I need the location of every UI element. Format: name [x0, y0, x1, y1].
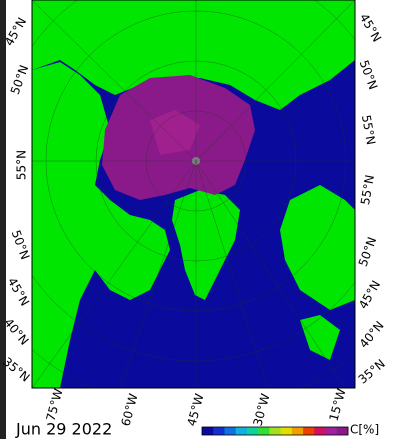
map-border — [31, 0, 356, 389]
land-north-america — [32, 62, 170, 388]
lon-label: 75°W — [43, 387, 65, 423]
land-eurasia — [32, 0, 355, 110]
land-greenland — [172, 190, 240, 300]
colorbar-segment — [280, 427, 293, 435]
colorbar-segment — [269, 427, 281, 435]
lon-label: 60°W — [118, 392, 140, 428]
lat-label: 50°N — [356, 235, 380, 268]
lat-label: 50°N — [9, 228, 33, 261]
date: Jun 29 2022 — [15, 420, 112, 439]
lat-label: 35°N — [356, 357, 388, 387]
colorbar-segment — [246, 427, 259, 435]
lat-label: 40°N — [357, 319, 387, 351]
colorbar-segment — [325, 427, 338, 435]
lat-label: 50°N — [357, 58, 381, 91]
colorbar-segment — [235, 427, 248, 435]
colorbar-segment — [258, 427, 270, 435]
colorbar-segment — [224, 427, 236, 435]
left-frame — [0, 0, 6, 439]
lat-label: 45°N — [356, 278, 383, 311]
colorbar-segment — [303, 427, 315, 435]
sea-ice-dense — [150, 110, 200, 155]
lat-label: 55°N — [359, 114, 378, 146]
colorbar-segment — [314, 427, 326, 435]
colorbar-segment — [213, 427, 225, 435]
lat-label: 45°N — [2, 15, 29, 48]
colorbar — [201, 426, 349, 436]
lon-label: 15°W — [326, 387, 348, 423]
land-scandinavia — [280, 185, 355, 310]
colorbar-segment — [202, 427, 214, 435]
colorbar-frame — [201, 426, 349, 436]
lat-label: 55°N — [358, 174, 377, 206]
colorbar-label: C[%] — [350, 423, 379, 437]
lat-label: 45°N — [5, 275, 32, 308]
graticule — [32, 0, 355, 388]
lat-label: 55°N — [15, 150, 29, 180]
colorbar-segment — [291, 427, 304, 435]
land-islands — [300, 315, 340, 360]
colorbar-segment — [336, 427, 349, 435]
lon-label: 30°W — [250, 392, 272, 428]
lat-label: 50°N — [8, 63, 32, 96]
lat-label: 45°N — [357, 11, 384, 44]
map-area — [32, 0, 355, 388]
lon-label: 45°W — [184, 392, 206, 428]
